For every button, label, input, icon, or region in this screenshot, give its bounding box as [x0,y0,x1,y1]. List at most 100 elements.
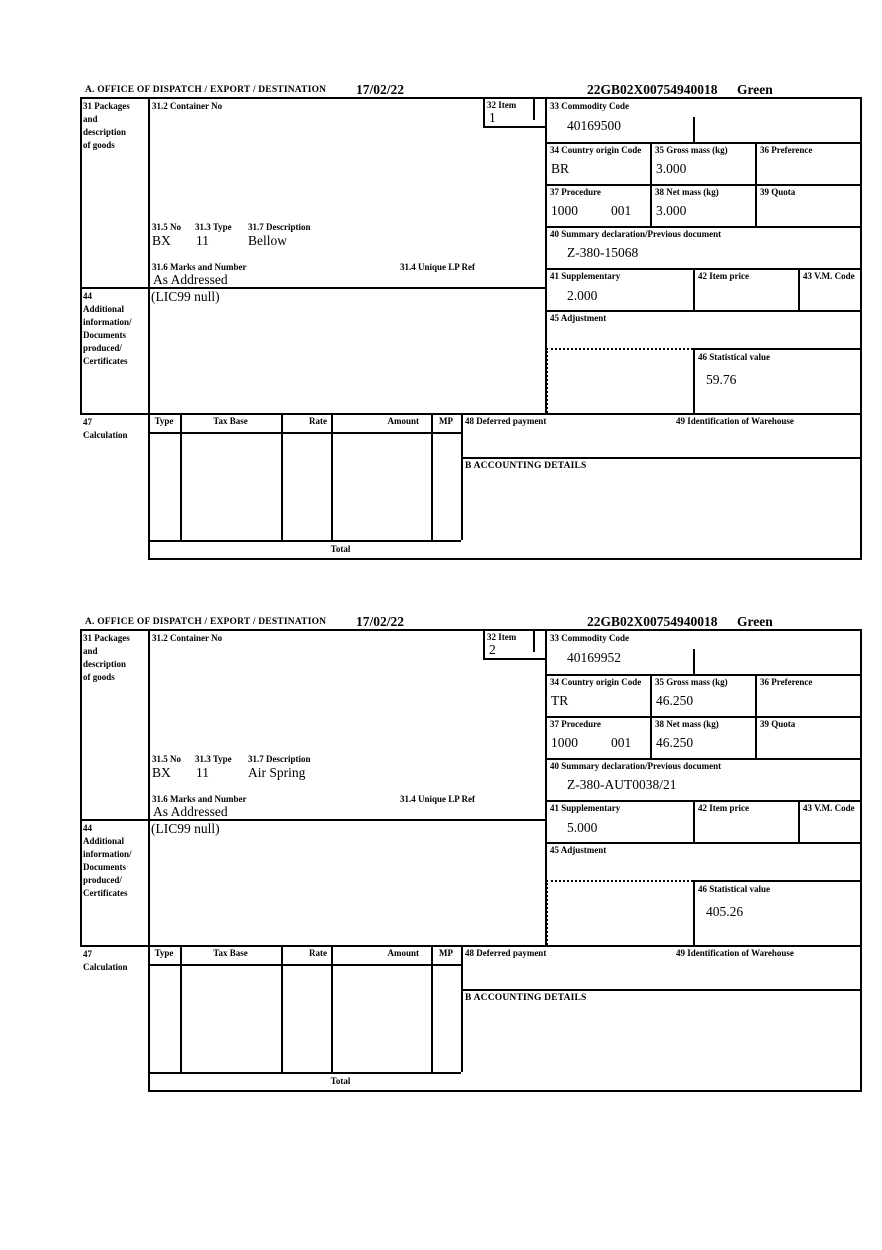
right-border-line [860,629,862,1090]
box47-label: Calculation [83,430,128,440]
acceptance-date: 17/02/22 [356,82,405,97]
box41-row-line [545,310,862,312]
box40-bottom-line [545,800,862,802]
box35-36-divider-line [755,674,757,758]
box32-label: 32 Item [487,632,517,642]
box31-5-label: 31.5 No [152,754,181,764]
box46-dotted-left-line [546,880,548,945]
package-type-value: 11 [196,765,209,780]
box44-label: Documents [83,330,126,340]
procedure-code-value: 1000 [551,735,578,750]
box44-label: produced/ [83,875,122,885]
top-border-line [80,629,862,631]
box41-label: 41 Supplementary [550,271,621,281]
box31-label: description [83,127,127,137]
supplementary-units-value: 5.000 [567,820,598,835]
box40-bottom-line [545,268,862,270]
route-indicator: Green [737,82,773,97]
box37-label: 37 Procedure [550,187,601,197]
box48-49-bottom-line [461,989,862,991]
box33-bottom-line [545,674,862,676]
commodity-code-value: 40169952 [567,650,621,665]
tax-header-mp: MP [439,948,453,958]
box46-dotted-left-line [546,348,548,413]
accounting-details-label: B ACCOUNTING DETAILS [465,461,587,471]
box32-right-line [533,97,535,120]
previous-document-value: Z-380-AUT0038/21 [567,777,677,792]
tax-col4-line [431,945,433,1072]
left-border-line [80,97,82,413]
box46-dotted-top-line [546,348,693,350]
tax-col3-line [331,945,333,1072]
tax-col1-line [180,945,182,1072]
tax-header-amount: Amount [387,416,419,426]
box44-label: Certificates [83,356,128,366]
box44-label: Certificates [83,888,128,898]
box33-label: 33 Commodity Code [550,101,629,111]
box39-label: 39 Quota [760,719,796,729]
row-47-top-line [80,945,862,947]
total-row-top-line [148,1072,461,1074]
row-47-top-line [80,413,862,415]
box42-43-divider-line [798,800,800,842]
box35-36-divider-line [755,142,757,226]
tax-header-mp: MP [439,416,453,426]
box31-5-label: 31.5 No [152,222,181,232]
box41-row-line [545,842,862,844]
procedure-additional-value: 001 [611,735,632,750]
box31-4-label: 31.4 Unique LP Ref [400,794,476,804]
goods-description-value: Air Spring [248,765,306,780]
box44-label: Documents [83,862,126,872]
item-number-value: 1 [489,110,496,125]
middle-right-divider-line [545,629,547,945]
goods-description-value: Bellow [248,233,287,248]
additional-info-value: (LIC99 null) [151,821,220,836]
box34-row-line [545,184,862,186]
box35-label: 35 Gross mass (kg) [655,677,728,687]
box34-35-divider-line [650,674,652,758]
package-no-value: BX [152,233,171,248]
box46-top-line [693,880,862,882]
supplementary-units-value: 2.000 [567,288,598,303]
marks-and-number-value: As Addressed [153,804,228,819]
box31-3-label: 31.3 Type [195,222,232,232]
commodity-code-tick-line [693,117,695,142]
marks-and-number-value: As Addressed [153,272,228,287]
box35-label: 35 Gross mass (kg) [655,145,728,155]
box44-label: 44 [83,291,92,301]
section-a-label: A. OFFICE OF DISPATCH / EXPORT / DESTINA… [85,617,327,627]
box31-label: and [83,646,98,656]
box31-6-label: 31.6 Marks and Number [152,794,247,804]
box44-label: information/ [83,849,132,859]
box46-left-line [693,880,695,945]
box33-bottom-line [545,142,862,144]
additional-info-value: (LIC99 null) [151,289,220,304]
box38-label: 38 Net mass (kg) [655,187,719,197]
procedure-additional-value: 001 [611,203,632,218]
tax-col4-line [431,413,433,540]
box32-left-line [483,629,485,660]
net-mass-value: 3.000 [656,203,687,218]
total-label: Total [330,544,351,554]
box34-35-divider-line [650,142,652,226]
country-origin-value: TR [551,693,569,708]
box31-label: of goods [83,140,115,150]
commodity-code-value: 40169500 [567,118,621,133]
box45-label: 45 Adjustment [550,313,607,323]
box31-4-label: 31.4 Unique LP Ref [400,262,476,272]
bottom-border-line [148,558,862,560]
item-block-0: A. OFFICE OF DISPATCH / EXPORT / DESTINA… [80,82,864,562]
tax-header-tax-base: Tax Base [213,416,248,426]
box44-label: Additional [83,836,125,846]
right-border-line [860,97,862,558]
box46-left-line [693,348,695,413]
box41-42-divider-line [693,268,695,310]
box40-label: 40 Summary declaration/Previous document [550,229,722,239]
box48-49-bottom-line [461,457,862,459]
bottom-border-line [148,1090,862,1092]
box37-row-line [545,226,862,228]
box31-7-label: 31.7 Description [248,754,311,764]
box47-label: 47 [83,417,92,427]
statistical-value: 59.76 [706,372,737,387]
total-row-top-line [148,540,461,542]
